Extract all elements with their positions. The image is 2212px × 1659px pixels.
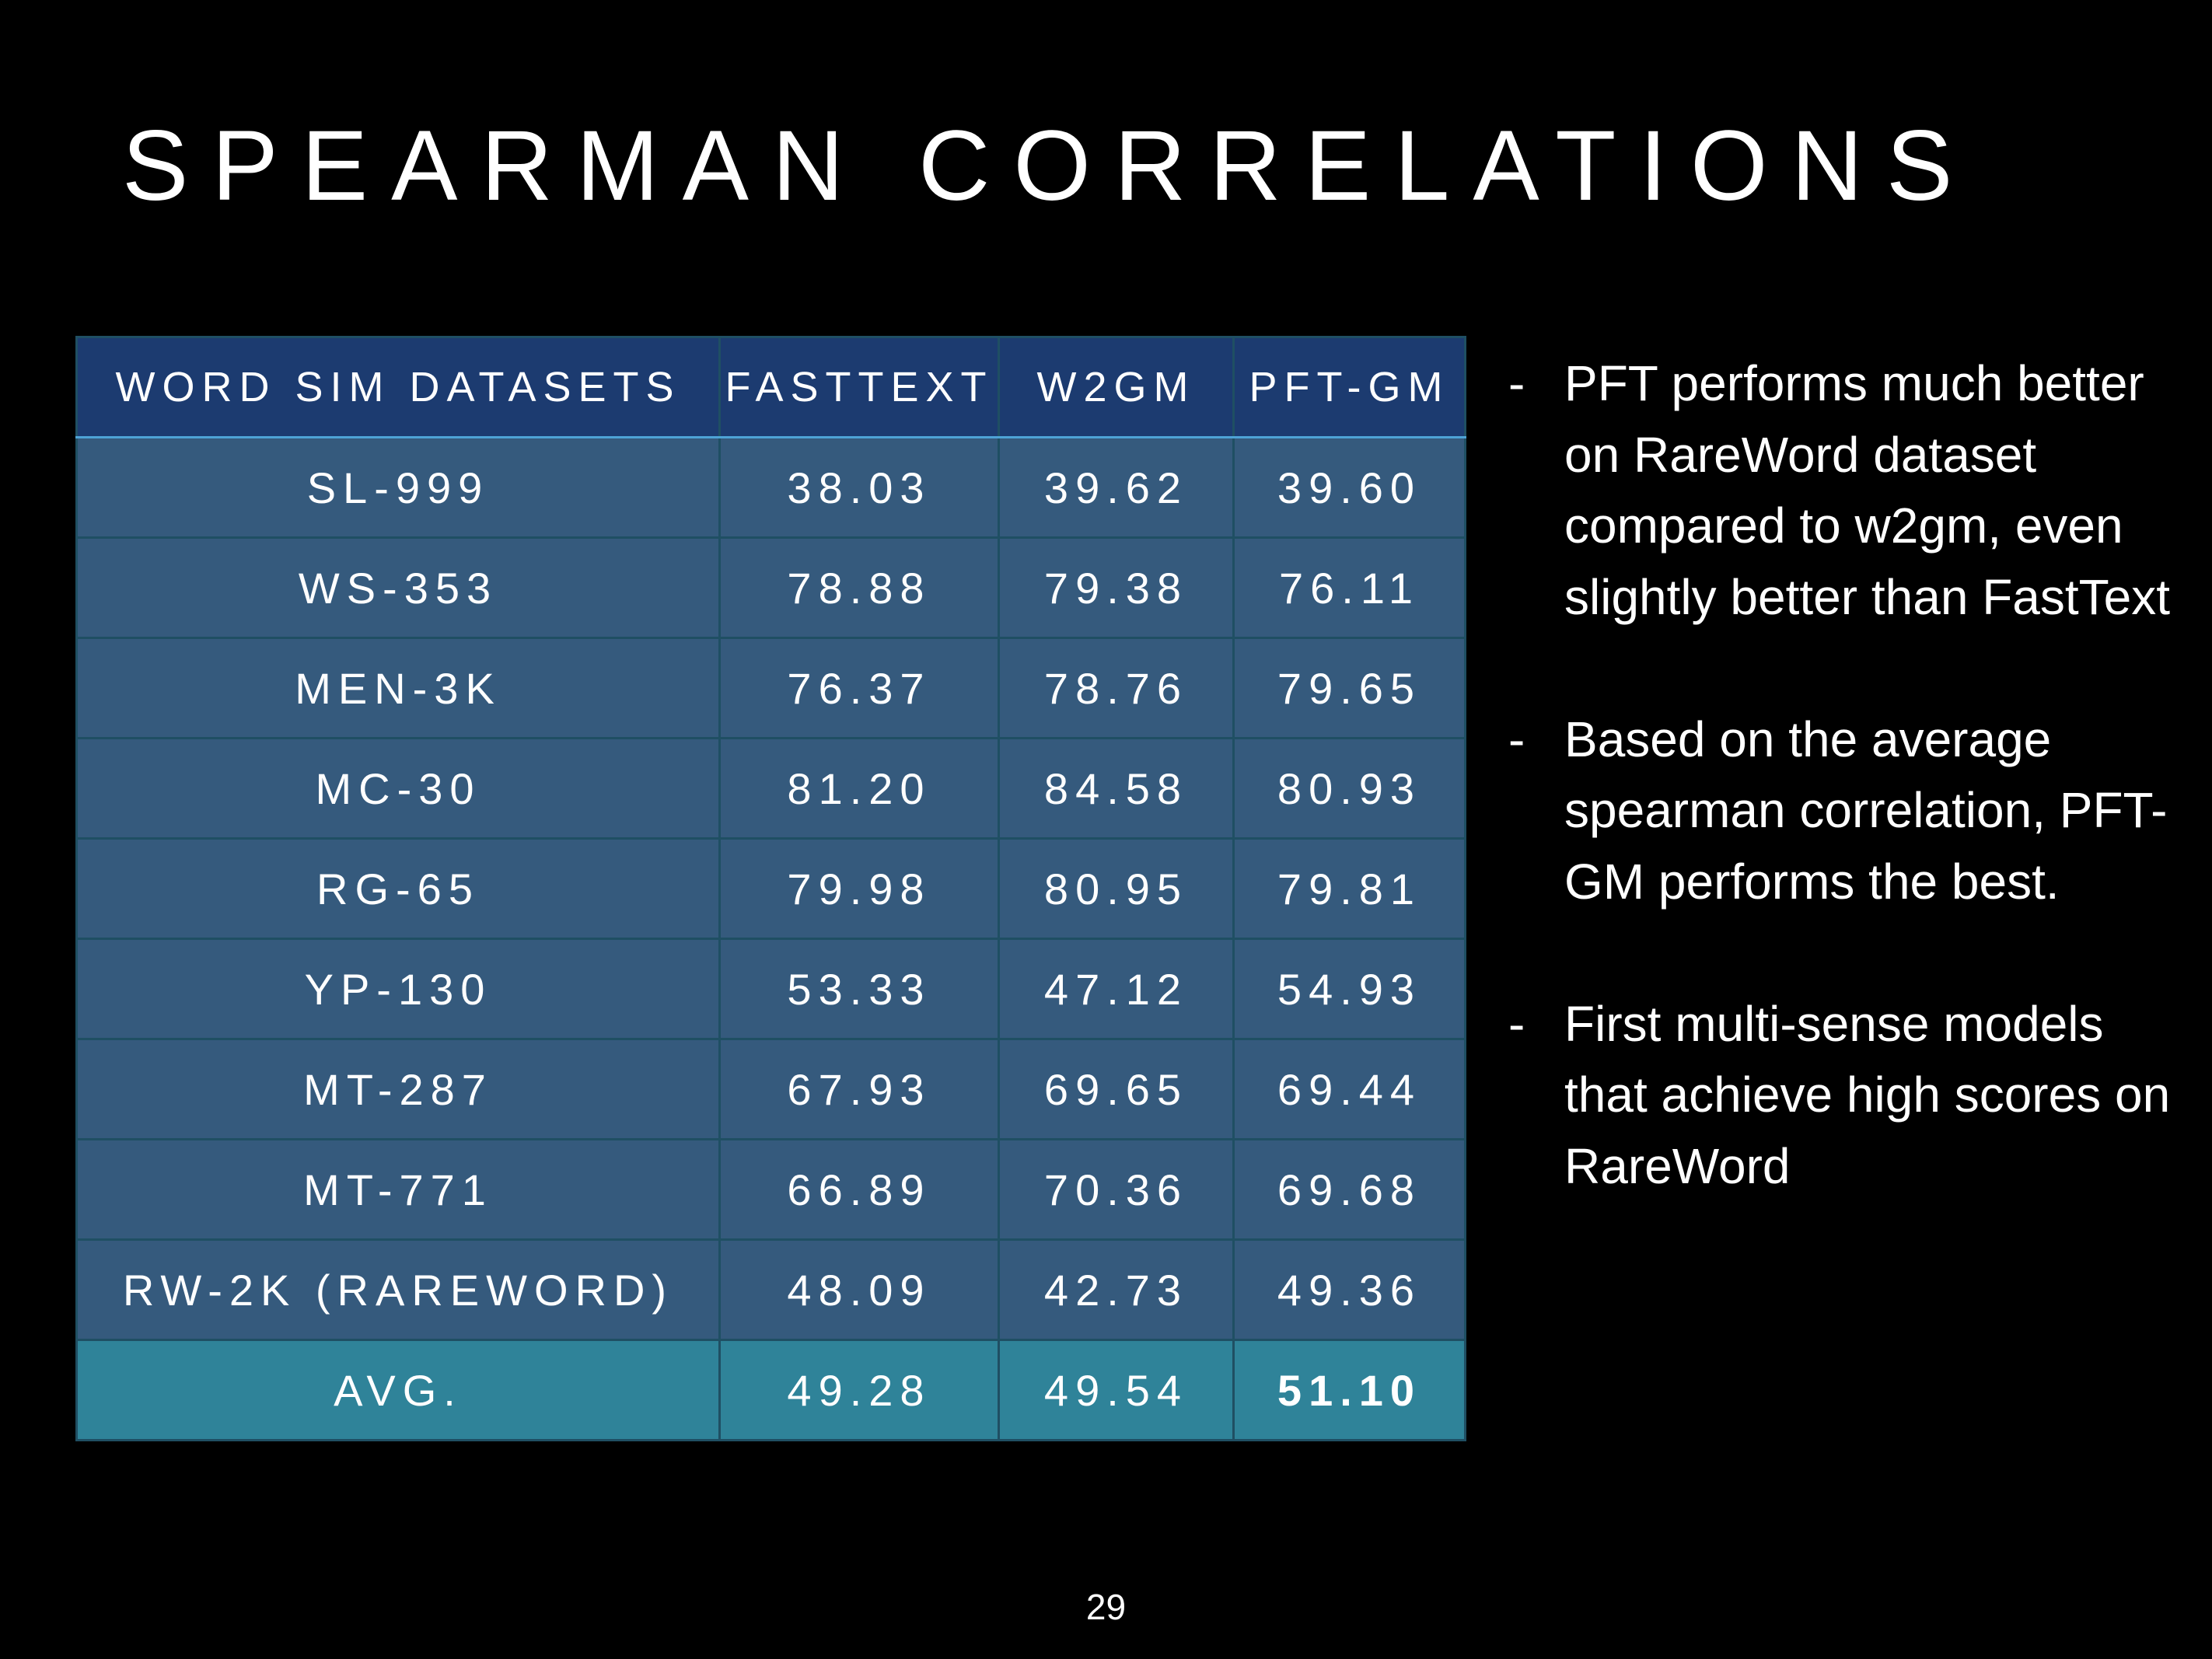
fasttext-cell: 81.20 bbox=[718, 737, 1000, 840]
dataset-cell: MEN-3K bbox=[75, 637, 721, 739]
avg-w2gm-cell: 49.54 bbox=[998, 1339, 1235, 1441]
bullet-dash: - bbox=[1508, 995, 1525, 1052]
table-row: RW-2K (RAREWORD) 48.09 42.73 49.36 bbox=[75, 1238, 1466, 1341]
dataset-cell: YP-130 bbox=[75, 938, 721, 1040]
fasttext-cell: 67.93 bbox=[718, 1038, 1000, 1140]
table-row: MEN-3K 76.37 78.76 79.65 bbox=[75, 637, 1466, 739]
fasttext-cell: 53.33 bbox=[718, 938, 1000, 1040]
w2gm-cell: 80.95 bbox=[998, 837, 1235, 940]
pft-gm-cell: 79.65 bbox=[1232, 637, 1466, 739]
table-header-row: WORD SIM DATASETS FASTTEXT W2GM PFT-GM bbox=[75, 336, 1466, 438]
pft-gm-cell: 80.93 bbox=[1232, 737, 1466, 840]
avg-label-cell: AVG. bbox=[75, 1339, 721, 1441]
table-row: YP-130 53.33 47.12 54.93 bbox=[75, 938, 1466, 1040]
table-row: MT-287 67.93 69.65 69.44 bbox=[75, 1038, 1466, 1140]
fasttext-cell: 76.37 bbox=[718, 637, 1000, 739]
dataset-cell: MT-287 bbox=[75, 1038, 721, 1140]
table-row: MT-771 66.89 70.36 69.68 bbox=[75, 1138, 1466, 1241]
pft-gm-cell: 39.60 bbox=[1232, 436, 1466, 539]
slide-title: SPEARMAN CORRELATIONS bbox=[122, 110, 1976, 222]
w2gm-cell: 47.12 bbox=[998, 938, 1235, 1040]
pft-gm-cell: 69.44 bbox=[1232, 1038, 1466, 1140]
fasttext-cell: 79.98 bbox=[718, 837, 1000, 940]
header-word-sim-datasets: WORD SIM DATASETS bbox=[75, 336, 721, 438]
dataset-cell: RW-2K (RAREWORD) bbox=[75, 1238, 721, 1341]
header-pft-gm: PFT-GM bbox=[1232, 336, 1466, 438]
spearman-results-table: WORD SIM DATASETS FASTTEXT W2GM PFT-GM S… bbox=[75, 336, 1466, 1441]
w2gm-cell: 69.65 bbox=[998, 1038, 1235, 1140]
w2gm-cell: 78.76 bbox=[998, 637, 1235, 739]
bullet-item: - Based on the average spearman correlat… bbox=[1508, 704, 2177, 918]
header-fasttext: FASTTEXT bbox=[718, 336, 1000, 438]
w2gm-cell: 84.58 bbox=[998, 737, 1235, 840]
dataset-cell: RG-65 bbox=[75, 837, 721, 940]
table-row: SL-999 38.03 39.62 39.60 bbox=[75, 436, 1466, 539]
dataset-cell: MT-771 bbox=[75, 1138, 721, 1241]
pft-gm-cell: 54.93 bbox=[1232, 938, 1466, 1040]
bullet-item: - PFT performs much better on RareWord d… bbox=[1508, 348, 2177, 633]
pft-gm-cell: 79.81 bbox=[1232, 837, 1466, 940]
w2gm-cell: 42.73 bbox=[998, 1238, 1235, 1341]
page-number: 29 bbox=[1085, 1587, 1127, 1627]
fasttext-cell: 48.09 bbox=[718, 1238, 1000, 1341]
fasttext-cell: 66.89 bbox=[718, 1138, 1000, 1241]
bullet-text: PFT performs much better on RareWord dat… bbox=[1564, 355, 2171, 625]
bullet-item: - First multi-sense models that achieve … bbox=[1508, 989, 2177, 1203]
pft-gm-cell: 69.68 bbox=[1232, 1138, 1466, 1241]
table-row: WS-353 78.88 79.38 76.11 bbox=[75, 536, 1466, 639]
header-w2gm: W2GM bbox=[998, 336, 1235, 438]
bullet-dash: - bbox=[1508, 355, 1525, 411]
w2gm-cell: 39.62 bbox=[998, 436, 1235, 539]
table-row: RG-65 79.98 80.95 79.81 bbox=[75, 837, 1466, 940]
pft-gm-cell: 49.36 bbox=[1232, 1238, 1466, 1341]
dataset-cell: SL-999 bbox=[75, 436, 721, 539]
avg-pft-gm-best-cell: 51.10 bbox=[1232, 1339, 1466, 1441]
bullet-dash: - bbox=[1508, 711, 1525, 767]
average-row: AVG. 49.28 49.54 51.10 bbox=[75, 1339, 1466, 1441]
w2gm-cell: 70.36 bbox=[998, 1138, 1235, 1241]
dataset-cell: WS-353 bbox=[75, 536, 721, 639]
avg-fasttext-cell: 49.28 bbox=[718, 1339, 1000, 1441]
bullet-text: First multi-sense models that achieve hi… bbox=[1564, 995, 2171, 1194]
fasttext-cell: 38.03 bbox=[718, 436, 1000, 539]
bullet-list: - PFT performs much better on RareWord d… bbox=[1508, 348, 2177, 1273]
bullet-text: Based on the average spearman correlatio… bbox=[1564, 711, 2168, 910]
w2gm-cell: 79.38 bbox=[998, 536, 1235, 639]
pft-gm-cell: 76.11 bbox=[1232, 536, 1466, 639]
table-row: MC-30 81.20 84.58 80.93 bbox=[75, 737, 1466, 840]
dataset-cell: MC-30 bbox=[75, 737, 721, 840]
fasttext-cell: 78.88 bbox=[718, 536, 1000, 639]
